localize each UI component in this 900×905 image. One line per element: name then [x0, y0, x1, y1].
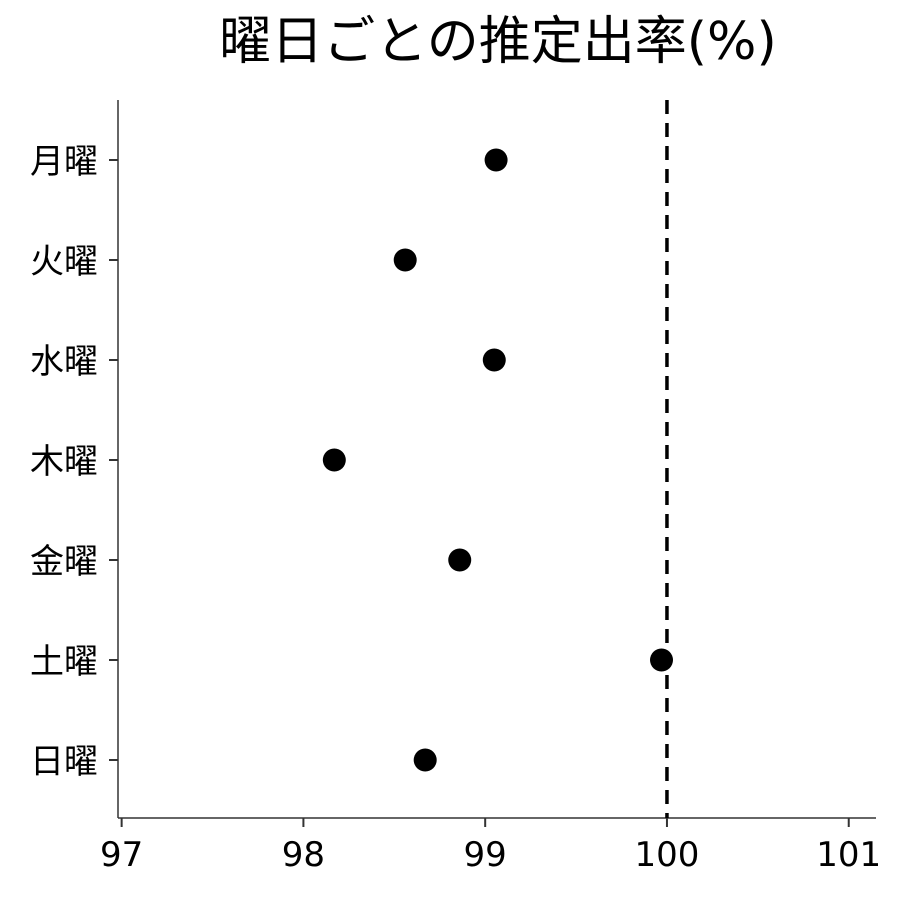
x-tick-label: 101: [816, 835, 881, 875]
y-tick-label: 金曜: [30, 542, 98, 582]
x-tick-label: 98: [282, 835, 325, 875]
data-point: [413, 748, 437, 772]
y-tick-label: 土曜: [30, 642, 98, 682]
data-point: [484, 148, 508, 172]
data-point: [482, 348, 506, 372]
data-points: [322, 148, 674, 772]
data-point: [448, 548, 472, 572]
x-tick-label: 100: [635, 835, 700, 875]
x-tick-label: 97: [100, 835, 143, 875]
data-point: [393, 248, 417, 272]
y-tick-label: 月曜: [30, 142, 98, 182]
data-point: [650, 648, 674, 672]
data-point: [322, 448, 346, 472]
chart-title: 曜日ごとの推定出率(%): [219, 12, 777, 72]
x-tick-label: 99: [464, 835, 507, 875]
y-tick-label: 水曜: [30, 342, 98, 382]
y-tick-label: 日曜: [30, 742, 98, 782]
y-tick-label: 木曜: [30, 442, 98, 482]
y-tick-label: 火曜: [30, 242, 98, 282]
